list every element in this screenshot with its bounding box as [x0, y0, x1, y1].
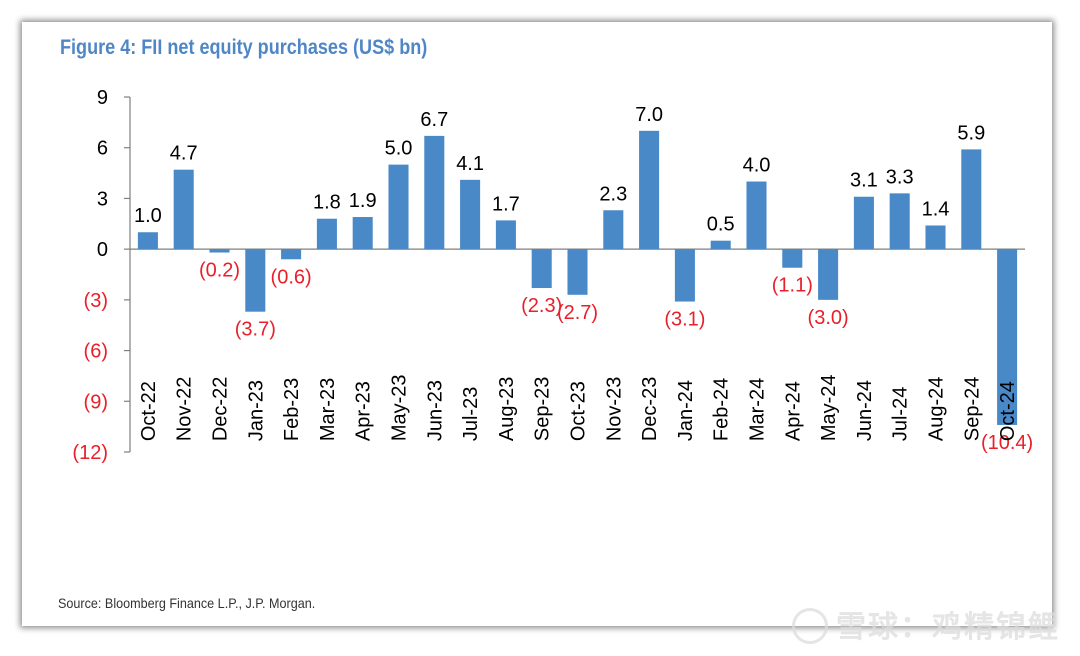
data-label: 4.1 [456, 153, 484, 175]
data-label: (3.7) [235, 319, 276, 341]
source-note: Source: Bloomberg Finance L.P., J.P. Mor… [58, 595, 316, 611]
data-label: 5.9 [957, 122, 985, 144]
bar [853, 196, 874, 250]
data-label: 1.0 [134, 205, 162, 227]
x-tick-label: May-24 [818, 374, 840, 441]
chart-card: Figure 4: FII net equity purchases (US$ … [22, 22, 1058, 645]
bar [710, 240, 731, 250]
x-tick-label: Aug-24 [926, 377, 948, 442]
data-label: 4.7 [170, 143, 198, 165]
bar [352, 217, 373, 250]
x-tick-label: Feb-24 [711, 378, 733, 441]
bar [209, 249, 230, 253]
y-tick-label: (6) [84, 341, 108, 363]
bar [173, 169, 194, 250]
bar [889, 193, 910, 250]
data-label: (2.3) [521, 295, 562, 317]
x-tick-label: Oct-24 [997, 381, 1019, 441]
data-label: (3.1) [664, 309, 705, 331]
watermark: 雪球：鸡精锦鲤 [792, 602, 1060, 647]
data-label: 6.7 [420, 109, 448, 131]
snowball-logo-icon [792, 608, 828, 645]
bar [281, 249, 302, 260]
y-tick-label: 0 [97, 239, 108, 261]
bar [424, 135, 445, 250]
data-label: (1.1) [772, 275, 813, 297]
x-tick-label: Aug-23 [496, 377, 518, 442]
x-tick-label: Jun-23 [424, 380, 446, 441]
x-tick-label: Jun-24 [854, 380, 876, 441]
bar [137, 232, 158, 250]
y-tick-label: (9) [84, 391, 108, 413]
bar [316, 218, 337, 250]
data-label: 1.9 [349, 190, 377, 212]
bar [603, 210, 624, 250]
data-label: (0.6) [271, 266, 312, 288]
bar [818, 249, 839, 300]
x-tick-label: Oct-22 [138, 381, 160, 441]
y-tick-label: (3) [84, 290, 108, 312]
data-label: 1.7 [492, 193, 520, 215]
x-tick-label: Jul-23 [460, 387, 482, 441]
data-label: 4.0 [743, 155, 771, 177]
bar [925, 225, 946, 250]
data-label: (0.2) [199, 260, 240, 282]
y-tick-label: (12) [72, 442, 108, 464]
data-label: 3.3 [886, 166, 914, 188]
bar [639, 130, 660, 250]
data-label: 2.3 [599, 183, 627, 205]
bar [495, 220, 516, 250]
bar [245, 249, 266, 312]
x-tick-label: Dec-22 [210, 377, 232, 441]
y-tick-label: 3 [97, 188, 108, 210]
data-label: 3.1 [850, 170, 878, 192]
data-label: (10.4) [981, 432, 1033, 454]
x-tick-label: May-23 [389, 374, 411, 441]
bar [746, 181, 767, 250]
data-label: 5.0 [385, 138, 413, 160]
x-tick-label: Jan-24 [675, 380, 697, 441]
x-tick-label: Jul-24 [890, 387, 912, 441]
x-tick-label: Mar-23 [317, 378, 339, 441]
x-tick-label: Oct-23 [568, 381, 590, 441]
x-tick-label: Dec-23 [639, 377, 661, 441]
y-tick-label: 6 [97, 138, 108, 160]
data-label: 1.8 [313, 192, 341, 214]
bar [997, 249, 1018, 425]
x-tick-label: Nov-23 [603, 377, 625, 441]
bar [782, 249, 803, 268]
data-label: 7.0 [635, 104, 663, 126]
bar-chart: 9 6 3 0 (3) (6) (9) (12) 1.0 Oct-22 4.7 Nov-22 (0.2)… [72, 87, 1033, 464]
data-label: 0.5 [707, 214, 735, 236]
x-tick-label: Mar-24 [747, 378, 769, 441]
data-label: (2.7) [557, 302, 598, 324]
watermark-text: 雪球：鸡精锦鲤 [836, 611, 1060, 644]
y-tick-label: 9 [97, 87, 108, 109]
x-tick-label: Apr-24 [782, 381, 804, 441]
data-label: 1.4 [922, 198, 950, 220]
x-tick-label: Jan-23 [245, 380, 267, 441]
bar [460, 179, 481, 250]
bar [961, 149, 982, 250]
x-tick-label: Nov-22 [174, 377, 196, 441]
chart-title: Figure 4: FII net equity purchases (US$ … [60, 36, 428, 59]
x-tick-label: Sep-23 [532, 377, 554, 442]
x-tick-label: Feb-23 [281, 378, 303, 441]
bar [674, 249, 695, 302]
bar [388, 164, 409, 250]
bar [531, 249, 552, 289]
bar [567, 249, 588, 295]
x-tick-label: Apr-23 [353, 381, 375, 441]
data-label: (3.0) [808, 307, 849, 329]
x-tick-label: Sep-24 [961, 377, 983, 442]
